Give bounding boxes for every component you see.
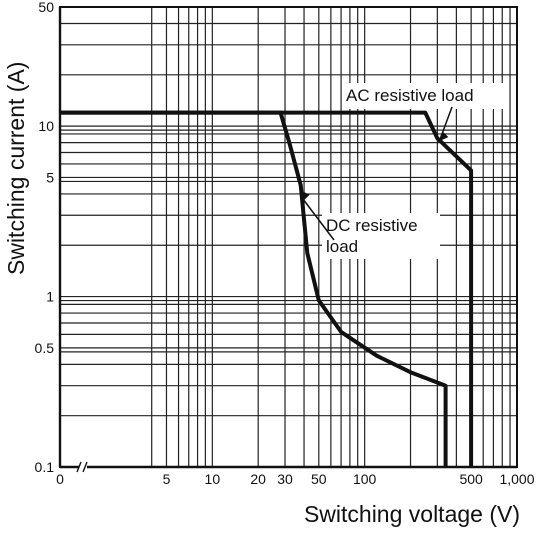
x-tick-label: 30 xyxy=(277,471,293,487)
annotation-ac-leader xyxy=(438,106,453,142)
x-tick-label: 500 xyxy=(459,471,483,487)
y-tick-label: 0.5 xyxy=(35,340,55,356)
x-tick-label: 5 xyxy=(163,471,171,487)
annotation-dc-label-line1: DC resistive xyxy=(326,216,418,235)
x-tick-label: 100 xyxy=(353,471,377,487)
y-tick-labels: 0.1 0.5 1 5 10 50 xyxy=(35,0,55,475)
annotation-bg-ac xyxy=(342,83,504,109)
x-tick-labels: 0 5 10 20 30 50 100 500 1,000 xyxy=(56,471,535,487)
x-tick-label: 20 xyxy=(250,471,266,487)
annotation-dc-leader xyxy=(302,199,335,241)
axis-break-gap xyxy=(79,463,87,471)
y-tick-label: 0.1 xyxy=(35,459,55,475)
x-tick-label: 1,000 xyxy=(499,471,534,487)
x-tick-label: 10 xyxy=(205,471,221,487)
annotation-dc-label-line2: load xyxy=(326,237,358,256)
y-tick-label: 50 xyxy=(38,0,54,15)
series-line-ac xyxy=(60,110,474,467)
axis-break-mark xyxy=(76,461,82,473)
annotation-ac-arrowhead xyxy=(439,132,449,142)
y-axis-title: Switching current (A) xyxy=(3,62,29,275)
annotation-ac-label: AC resistive load xyxy=(346,86,474,105)
x-axis-title: Switching voltage (V) xyxy=(304,501,520,527)
x-tick-label: 0 xyxy=(56,471,64,487)
y-tick-label: 10 xyxy=(38,118,54,134)
axis-break-mark xyxy=(82,461,88,473)
annotation-bg-dc xyxy=(322,213,440,259)
x-tick-label: 50 xyxy=(311,471,327,487)
y-tick-label: 5 xyxy=(46,169,54,185)
series-line-dc xyxy=(60,110,448,467)
annotations: AC resistive load DC resistive load xyxy=(302,83,504,259)
annotation-dc-arrowhead xyxy=(302,191,310,202)
y-tick-label: 1 xyxy=(46,289,54,305)
series-lines xyxy=(60,110,474,467)
